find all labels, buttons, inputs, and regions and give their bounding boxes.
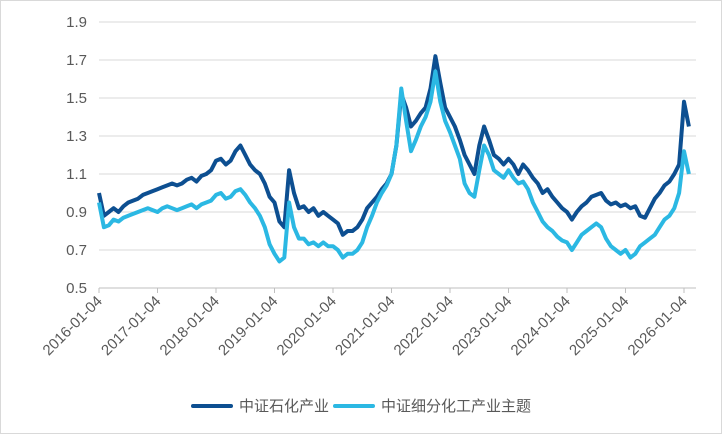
x-tick-label: 2022-01-04	[391, 293, 457, 359]
x-tick-label: 2020-01-04	[274, 293, 340, 359]
x-tick-label: 2017-01-04	[98, 293, 164, 359]
y-tick-label: 1.1	[66, 166, 87, 183]
x-tick-label: 2026-01-04	[625, 293, 691, 359]
legend: 中证石化产业 中证细分化工产业主题	[1, 395, 721, 416]
series-line-2	[97, 69, 691, 264]
x-tick-label: 2019-01-04	[215, 293, 281, 359]
y-tick-label: 1.3	[66, 128, 87, 145]
x-tick-label: 2016-01-04	[40, 293, 106, 359]
y-tick-label: 0.9	[66, 204, 87, 221]
x-tick-label: 2023-01-04	[449, 293, 515, 359]
y-tick-label: 1.5	[66, 90, 87, 107]
legend-item-series-1: 中证石化产业	[190, 395, 329, 416]
legend-swatch	[333, 403, 375, 408]
x-tick-label: 2024-01-04	[508, 293, 574, 359]
legend-item-series-2: 中证细分化工产业主题	[333, 395, 531, 416]
legend-label: 中证细分化工产业主题	[381, 397, 532, 415]
y-tick-label: 0.5	[66, 280, 87, 297]
y-tick-label: 1.7	[66, 52, 87, 69]
x-tick-label: 2021-01-04	[332, 293, 398, 359]
legend-swatch	[190, 403, 233, 408]
legend-label: 中证石化产业	[238, 397, 329, 415]
y-tick-label: 1.9	[66, 14, 87, 31]
y-tick-label: 0.7	[66, 242, 87, 259]
x-tick-label: 2025-01-04	[566, 293, 632, 359]
x-tick-label: 2018-01-04	[157, 293, 223, 359]
